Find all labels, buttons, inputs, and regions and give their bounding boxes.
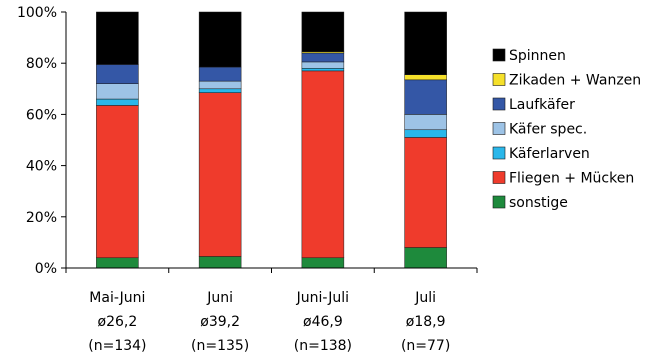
bar-segment-4-6 [404,74,447,81]
bar-segment-4-3 [404,129,447,138]
legend-swatch [492,195,506,209]
category-label-line: Juli [414,290,436,306]
bar-segment-3-7 [301,11,345,52]
category-label-line: Juni-Juli [296,290,349,306]
legend-label: Zikaden + Wanzen [509,73,641,89]
legend-swatch [492,97,506,111]
category-label-line: (n=77) [401,338,450,354]
bar-segment-2-3 [198,88,242,93]
bar-segment-2-7 [198,11,242,68]
bar-segment-3-5 [301,52,345,63]
y-tick-label: 100% [17,5,57,21]
legend-label: sonstige [509,195,568,211]
bar-segment-3-4 [301,61,345,69]
legend-swatch [492,171,506,184]
bar-segment-4-4 [404,114,447,131]
bar-segment-4-5 [404,79,447,115]
category-label-line: (n=134) [88,338,146,354]
y-tick-label: 80% [26,56,57,72]
legend-label: Spinnen [509,48,566,64]
bars-group [96,11,447,269]
y-tick-label: 20% [26,210,57,226]
y-tick-label: 60% [26,107,57,123]
legend-swatch [492,146,506,160]
category-label-line: ø39,2 [200,314,240,330]
category-label-2: Juni ø39,2 (n=135) [191,290,249,354]
category-label-line: ø46,9 [303,314,343,330]
category-label-line: ø18,9 [406,314,446,330]
bar-segment-2-4 [198,80,242,90]
category-label-line: (n=135) [191,338,249,354]
legend-swatch [492,122,506,135]
bar-segment-2-1 [198,256,242,269]
legend-label: Fliegen + Mücken [509,171,634,187]
legend-label: Laufkäfer [509,97,575,113]
axes-group: Mai-Juni ø26,2 (n=134)Juni ø39,2 (n=135)Juni… [17,5,478,354]
category-label-3: Juni-Juli ø46,9 (n=138) [294,290,352,354]
bar-segment-1-5 [96,64,139,84]
bar-segment-3-2 [301,70,345,259]
bar-segment-2-5 [198,66,242,82]
category-label-line: (n=138) [294,338,352,354]
legend: Spinnen Zikaden + Wanzen Laufkäfer Käfer sp… [492,48,641,211]
bar-segment-1-4 [96,83,139,100]
y-tick-label: 40% [26,159,57,175]
bar-segment-4-7 [404,11,447,75]
bar-segment-4-1 [404,247,447,269]
bar-segment-3-3 [301,68,345,72]
category-label-line: ø26,2 [98,314,138,330]
bar-segment-1-2 [96,105,139,259]
bar-segment-2-2 [198,92,242,257]
legend-swatch [492,73,506,86]
bar-segment-1-3 [96,98,139,106]
bar-segment-1-1 [96,257,139,269]
category-label-line: Juni [206,290,233,306]
legend-label: Käfer spec. [509,122,587,138]
legend-label: Käferlarven [509,146,590,162]
category-label-4: Juli ø18,9 (n=77) [401,290,450,354]
bar-segment-4-2 [404,137,447,248]
y-tick-label: 0% [35,261,57,277]
bar-segment-1-7 [96,11,139,65]
category-label-line: Mai-Juni [89,290,145,306]
legend-swatch [492,48,506,62]
category-label-1: Mai-Juni ø26,2 (n=134) [88,290,146,354]
bar-segment-3-1 [301,257,345,269]
